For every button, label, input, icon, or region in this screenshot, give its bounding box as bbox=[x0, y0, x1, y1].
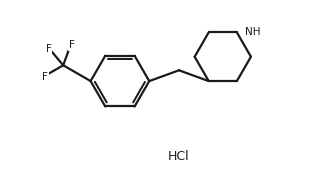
Text: F: F bbox=[46, 44, 51, 54]
Text: NH: NH bbox=[245, 27, 261, 37]
Text: F: F bbox=[42, 72, 48, 82]
Text: F: F bbox=[69, 40, 75, 50]
Text: HCl: HCl bbox=[168, 150, 189, 163]
